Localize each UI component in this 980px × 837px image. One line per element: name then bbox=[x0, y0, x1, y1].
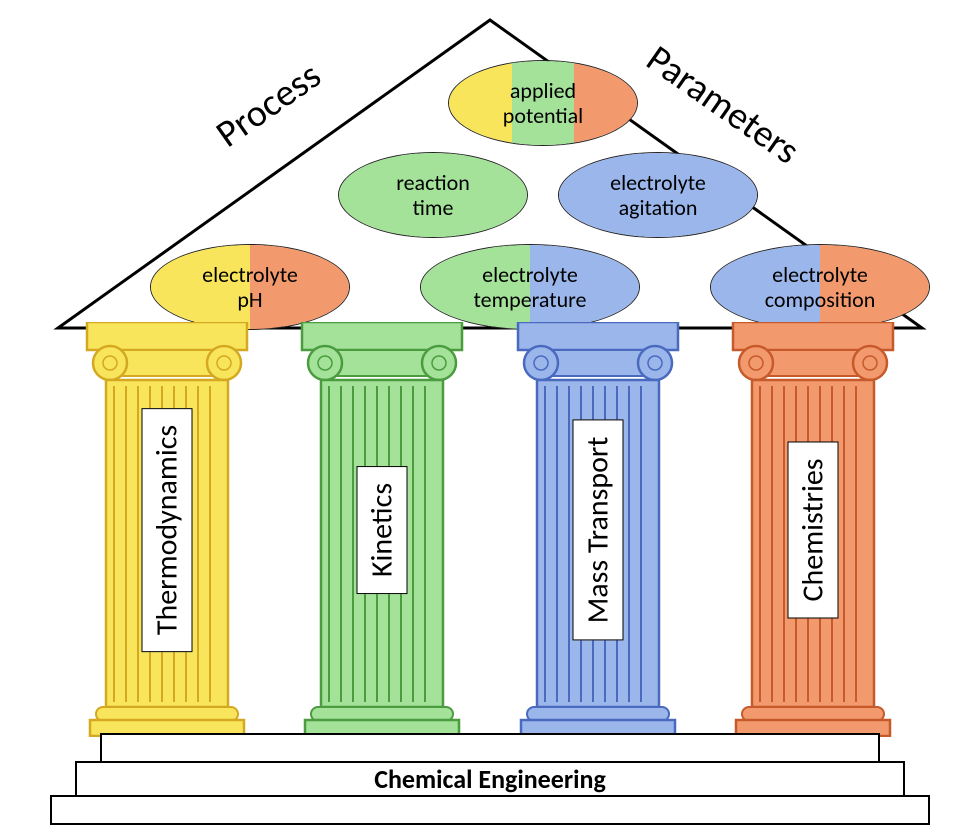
ellipse-label: appliedpotential bbox=[497, 78, 589, 129]
ellipse-electrolyte-composition: electrolytecomposition bbox=[710, 244, 930, 330]
ellipse-label: electrolytetemperature bbox=[468, 262, 593, 313]
base-step-bottom bbox=[50, 795, 930, 825]
pillar-label: Mass Transport bbox=[572, 419, 623, 640]
pillar-kinetics: Kinetics bbox=[297, 322, 467, 737]
ellipse-electrolyte-ph: electrolytepH bbox=[150, 244, 350, 330]
pillar-chemistries: Chemistries bbox=[728, 322, 898, 737]
roof-triangle: Process Parameters appliedpotentialreact… bbox=[50, 12, 930, 322]
pillar-label: Chemistries bbox=[787, 441, 838, 618]
ellipse-label: reactiontime bbox=[390, 170, 476, 221]
pillars-row: Thermodynamics Kinetics Mass Transport Chem… bbox=[82, 322, 898, 737]
ellipse-label: electrolyteagitation bbox=[604, 170, 712, 221]
base-step-top bbox=[100, 733, 880, 763]
base-steps: Chemical Engineering bbox=[50, 733, 930, 825]
base-step-middle: Chemical Engineering bbox=[75, 761, 905, 797]
pillar-mass-transport: Mass Transport bbox=[513, 322, 683, 737]
ellipse-electrolyte-temperature: electrolytetemperature bbox=[420, 244, 640, 330]
ellipse-label: electrolytepH bbox=[196, 262, 304, 313]
base-label: Chemical Engineering bbox=[374, 763, 606, 795]
ellipse-reaction-time: reactiontime bbox=[338, 152, 528, 238]
diagram-canvas: Process Parameters appliedpotentialreact… bbox=[0, 0, 980, 837]
ellipse-electrolyte-agitation: electrolyteagitation bbox=[558, 152, 758, 238]
ellipse-label: electrolytecomposition bbox=[759, 262, 882, 313]
ellipse-applied-potential: appliedpotential bbox=[448, 60, 638, 146]
pillar-thermodynamics: Thermodynamics bbox=[82, 322, 252, 737]
pillar-label: Kinetics bbox=[357, 465, 408, 593]
pillar-label: Thermodynamics bbox=[142, 407, 193, 651]
